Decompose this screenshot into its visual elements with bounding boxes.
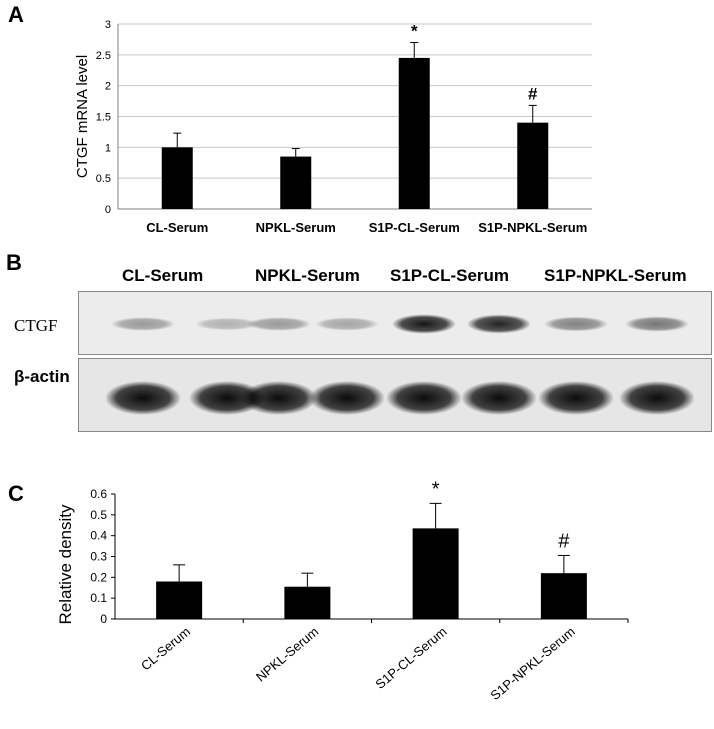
blot-band [195,317,259,331]
blot-band [544,316,608,332]
bar [398,57,430,209]
bar [540,573,587,619]
significance-marker: * [432,478,440,500]
bar [412,528,459,619]
x-tick-label: NPKL-Serum [256,220,336,235]
blot-band [467,314,531,334]
x-tick-label: NPKL-Serum [253,624,321,685]
bar [161,147,193,209]
blot-band [309,381,385,415]
blot-band [538,381,614,415]
blot-lane-label-s1p-npkl: S1P-NPKL-Serum [544,266,687,285]
blot-band [392,314,456,334]
blot-band [241,381,317,415]
blot-band [386,381,462,415]
y-tick-label: 3 [105,19,111,31]
y-tick-label: 0.4 [90,529,107,543]
blot-lane-label-s1p-cl: S1P-CL-Serum [390,266,510,285]
blot-lane-label-cl: CL-Serum [122,266,204,285]
y-tick-label: 0.2 [90,570,107,584]
y-tick-label: 0 [105,204,111,216]
x-tick-label: CL-Serum [146,220,208,235]
y-tick-label: 0.3 [90,550,107,564]
significance-marker: # [528,84,538,103]
blot-band [461,381,537,415]
y-tick-label: 0.5 [90,508,107,522]
actin-blot-strip [78,358,712,432]
y-tick-label: 0 [100,612,107,626]
y-axis-label: CTGF mRNA level [74,55,91,178]
blot-band [111,317,175,331]
y-tick-label: 2 [105,81,111,93]
bar [284,586,331,619]
x-tick-label: S1P-NPKL-Serum [487,624,577,703]
y-tick-label: 0.5 [96,173,111,185]
y-tick-label: 1 [105,142,111,154]
panel-b-letter: B [6,250,22,275]
blot-band [189,381,265,415]
significance-marker: # [558,530,570,552]
panel-c-letter: C [8,481,24,506]
y-axis-label: Relative density [56,504,75,625]
actin-row-label: β-actin [14,367,70,386]
ctgf-row-label: CTGF [14,316,58,335]
x-tick-label: S1P-CL-Serum [369,220,460,235]
ctgf-blot-strip [78,291,712,355]
y-tick-label: 2.5 [96,50,111,62]
y-tick-label: 0.6 [90,487,107,501]
blot-lane-label-npkl: NPKL-Serum [255,266,360,285]
bar [280,156,312,209]
x-tick-label: S1P-CL-Serum [372,624,449,692]
blot-band [247,317,311,331]
panel-a-letter: A [8,2,24,27]
blot-band [625,316,689,332]
blot-band [105,381,181,415]
ctgf-bands [111,314,689,334]
significance-marker: * [411,22,418,41]
bar [517,122,549,209]
bar [156,581,203,619]
blot-band [619,381,695,415]
y-tick-label: 0.1 [90,591,107,605]
x-tick-label: CL-Serum [138,624,193,674]
x-tick-label: S1P-NPKL-Serum [478,220,587,235]
blot-band [315,317,379,331]
actin-bands [105,381,695,415]
y-tick-label: 1.5 [96,112,111,124]
